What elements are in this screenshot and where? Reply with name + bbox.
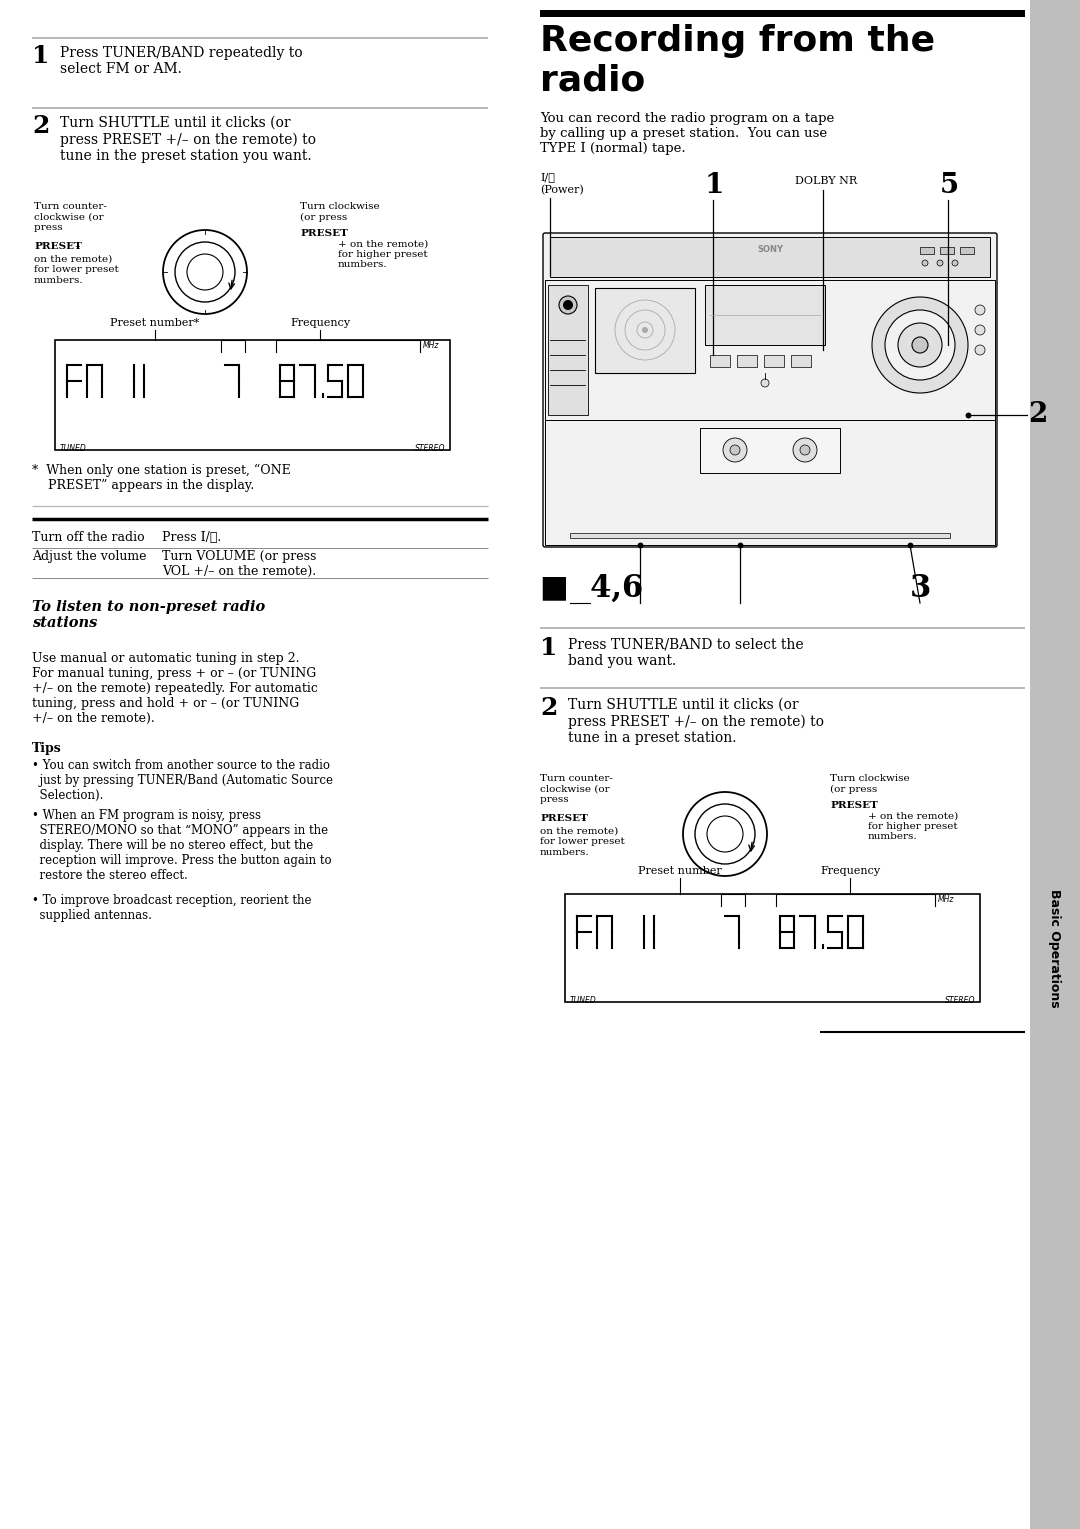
Circle shape	[872, 297, 968, 393]
Bar	[545, 420, 995, 544]
Text: Recording from the
radio: Recording from the radio	[540, 24, 935, 98]
Bar	[550, 237, 990, 277]
Bar	[55, 339, 450, 450]
Bar	[700, 428, 840, 472]
Text: Preset number*: Preset number*	[110, 318, 200, 329]
Circle shape	[800, 445, 810, 456]
Circle shape	[559, 297, 577, 313]
Text: 2: 2	[540, 696, 557, 720]
Circle shape	[761, 379, 769, 387]
Text: PRESET: PRESET	[831, 801, 878, 810]
Text: • You can switch from another source to the radio
  just by pressing TUNER/Band : • You can switch from another source to …	[32, 758, 333, 803]
Bar	[565, 894, 980, 1001]
Text: Turn off the radio: Turn off the radio	[32, 531, 145, 544]
Text: Tips: Tips	[32, 742, 62, 755]
Text: TUNED: TUNED	[60, 443, 86, 453]
Circle shape	[975, 326, 985, 335]
Text: DOLBY NR: DOLBY NR	[795, 176, 858, 187]
Text: SONY: SONY	[757, 245, 783, 254]
Text: *  When only one station is preset, “ONE
    PRESET” appears in the display.: * When only one station is preset, “ONE …	[32, 463, 291, 492]
Text: PRESET: PRESET	[540, 813, 588, 823]
Text: STEREO: STEREO	[415, 443, 445, 453]
Circle shape	[912, 336, 928, 353]
Text: STEREO: STEREO	[945, 995, 975, 1005]
Circle shape	[885, 310, 955, 381]
Bar	[540, 11, 1025, 17]
Text: Turn clockwise
(or press: Turn clockwise (or press	[831, 774, 909, 794]
Text: You can record the radio program on a tape
by calling up a preset station.  You : You can record the radio program on a ta…	[540, 112, 834, 154]
Text: Turn counter-
clockwise (or
press: Turn counter- clockwise (or press	[540, 774, 612, 804]
Circle shape	[975, 304, 985, 315]
Text: TUNED: TUNED	[570, 995, 597, 1005]
Circle shape	[922, 260, 928, 266]
Text: 2: 2	[1028, 402, 1048, 428]
Text: MHz: MHz	[423, 341, 440, 350]
Text: on the remote)
for lower preset
numbers.: on the remote) for lower preset numbers.	[33, 255, 119, 284]
Text: ■  4,6: ■ 4,6	[540, 573, 643, 604]
Circle shape	[642, 327, 648, 333]
Text: 1: 1	[32, 44, 50, 67]
Circle shape	[793, 437, 816, 462]
Text: Press TUNER/BAND repeatedly to
select FM or AM.: Press TUNER/BAND repeatedly to select FM…	[60, 46, 302, 76]
Bar	[960, 248, 974, 254]
Bar	[1030, 0, 1080, 1529]
Circle shape	[563, 300, 573, 310]
Text: MHz: MHz	[939, 894, 955, 904]
Text: 2: 2	[32, 115, 50, 138]
Circle shape	[937, 260, 943, 266]
Text: on the remote)
for lower preset
numbers.: on the remote) for lower preset numbers.	[540, 827, 624, 856]
Text: (Power): (Power)	[540, 185, 584, 196]
Bar	[545, 280, 995, 420]
Bar	[705, 284, 825, 346]
Text: Frequency: Frequency	[820, 865, 880, 876]
Text: Turn clockwise
(or press: Turn clockwise (or press	[300, 202, 380, 222]
Bar	[548, 284, 588, 414]
Text: Turn counter-
clockwise (or
press: Turn counter- clockwise (or press	[33, 202, 107, 232]
Text: • When an FM program is noisy, press
  STEREO/MONO so that “MONO” appears in the: • When an FM program is noisy, press STE…	[32, 809, 332, 882]
Circle shape	[897, 323, 942, 367]
Text: + on the remote)
for higher preset
numbers.: + on the remote) for higher preset numbe…	[868, 801, 958, 841]
Text: Press TUNER/BAND to select the
band you want.: Press TUNER/BAND to select the band you …	[568, 638, 804, 668]
Bar	[570, 534, 950, 538]
Text: Basic Operations: Basic Operations	[1049, 888, 1062, 1008]
Text: –: –	[578, 813, 586, 823]
Text: Use manual or automatic tuning in step 2.
For manual tuning, press + or – (or TU: Use manual or automatic tuning in step 2…	[32, 651, 318, 725]
Text: PRESET: PRESET	[33, 242, 82, 251]
Circle shape	[975, 346, 985, 355]
Bar	[710, 355, 730, 367]
Text: PRESET: PRESET	[300, 229, 348, 239]
Text: Preset number: Preset number	[638, 865, 721, 876]
Circle shape	[951, 260, 958, 266]
Text: 1: 1	[540, 636, 557, 661]
Text: Frequency: Frequency	[289, 318, 350, 329]
Text: Adjust the volume: Adjust the volume	[32, 550, 147, 563]
Text: + on the remote)
for higher preset
numbers.: + on the remote) for higher preset numbe…	[338, 229, 429, 269]
Bar	[764, 355, 784, 367]
Text: I/⏻: I/⏻	[540, 171, 555, 182]
Circle shape	[730, 445, 740, 456]
FancyBboxPatch shape	[543, 232, 997, 547]
Text: 3: 3	[910, 573, 931, 604]
Text: –: –	[72, 242, 81, 251]
Bar	[940, 248, 954, 254]
Text: • To improve broadcast reception, reorient the
  supplied antennas.: • To improve broadcast reception, reorie…	[32, 894, 311, 922]
Bar	[595, 287, 696, 373]
Text: Turn SHUTTLE until it clicks (or
press PRESET +/– on the remote) to
tune in a pr: Turn SHUTTLE until it clicks (or press P…	[568, 699, 824, 745]
Bar	[791, 355, 811, 367]
Text: Turn VOLUME (or press
VOL +/– on the remote).: Turn VOLUME (or press VOL +/– on the rem…	[162, 550, 316, 578]
Text: 5: 5	[940, 171, 959, 199]
Bar	[920, 248, 934, 254]
Text: Press I/⏻.: Press I/⏻.	[162, 531, 221, 544]
Bar	[737, 355, 757, 367]
Text: To listen to non-preset radio
stations: To listen to non-preset radio stations	[32, 599, 266, 630]
Text: Turn SHUTTLE until it clicks (or
press PRESET +/– on the remote) to
tune in the : Turn SHUTTLE until it clicks (or press P…	[60, 116, 316, 164]
Circle shape	[723, 437, 747, 462]
Text: 1: 1	[705, 171, 725, 199]
